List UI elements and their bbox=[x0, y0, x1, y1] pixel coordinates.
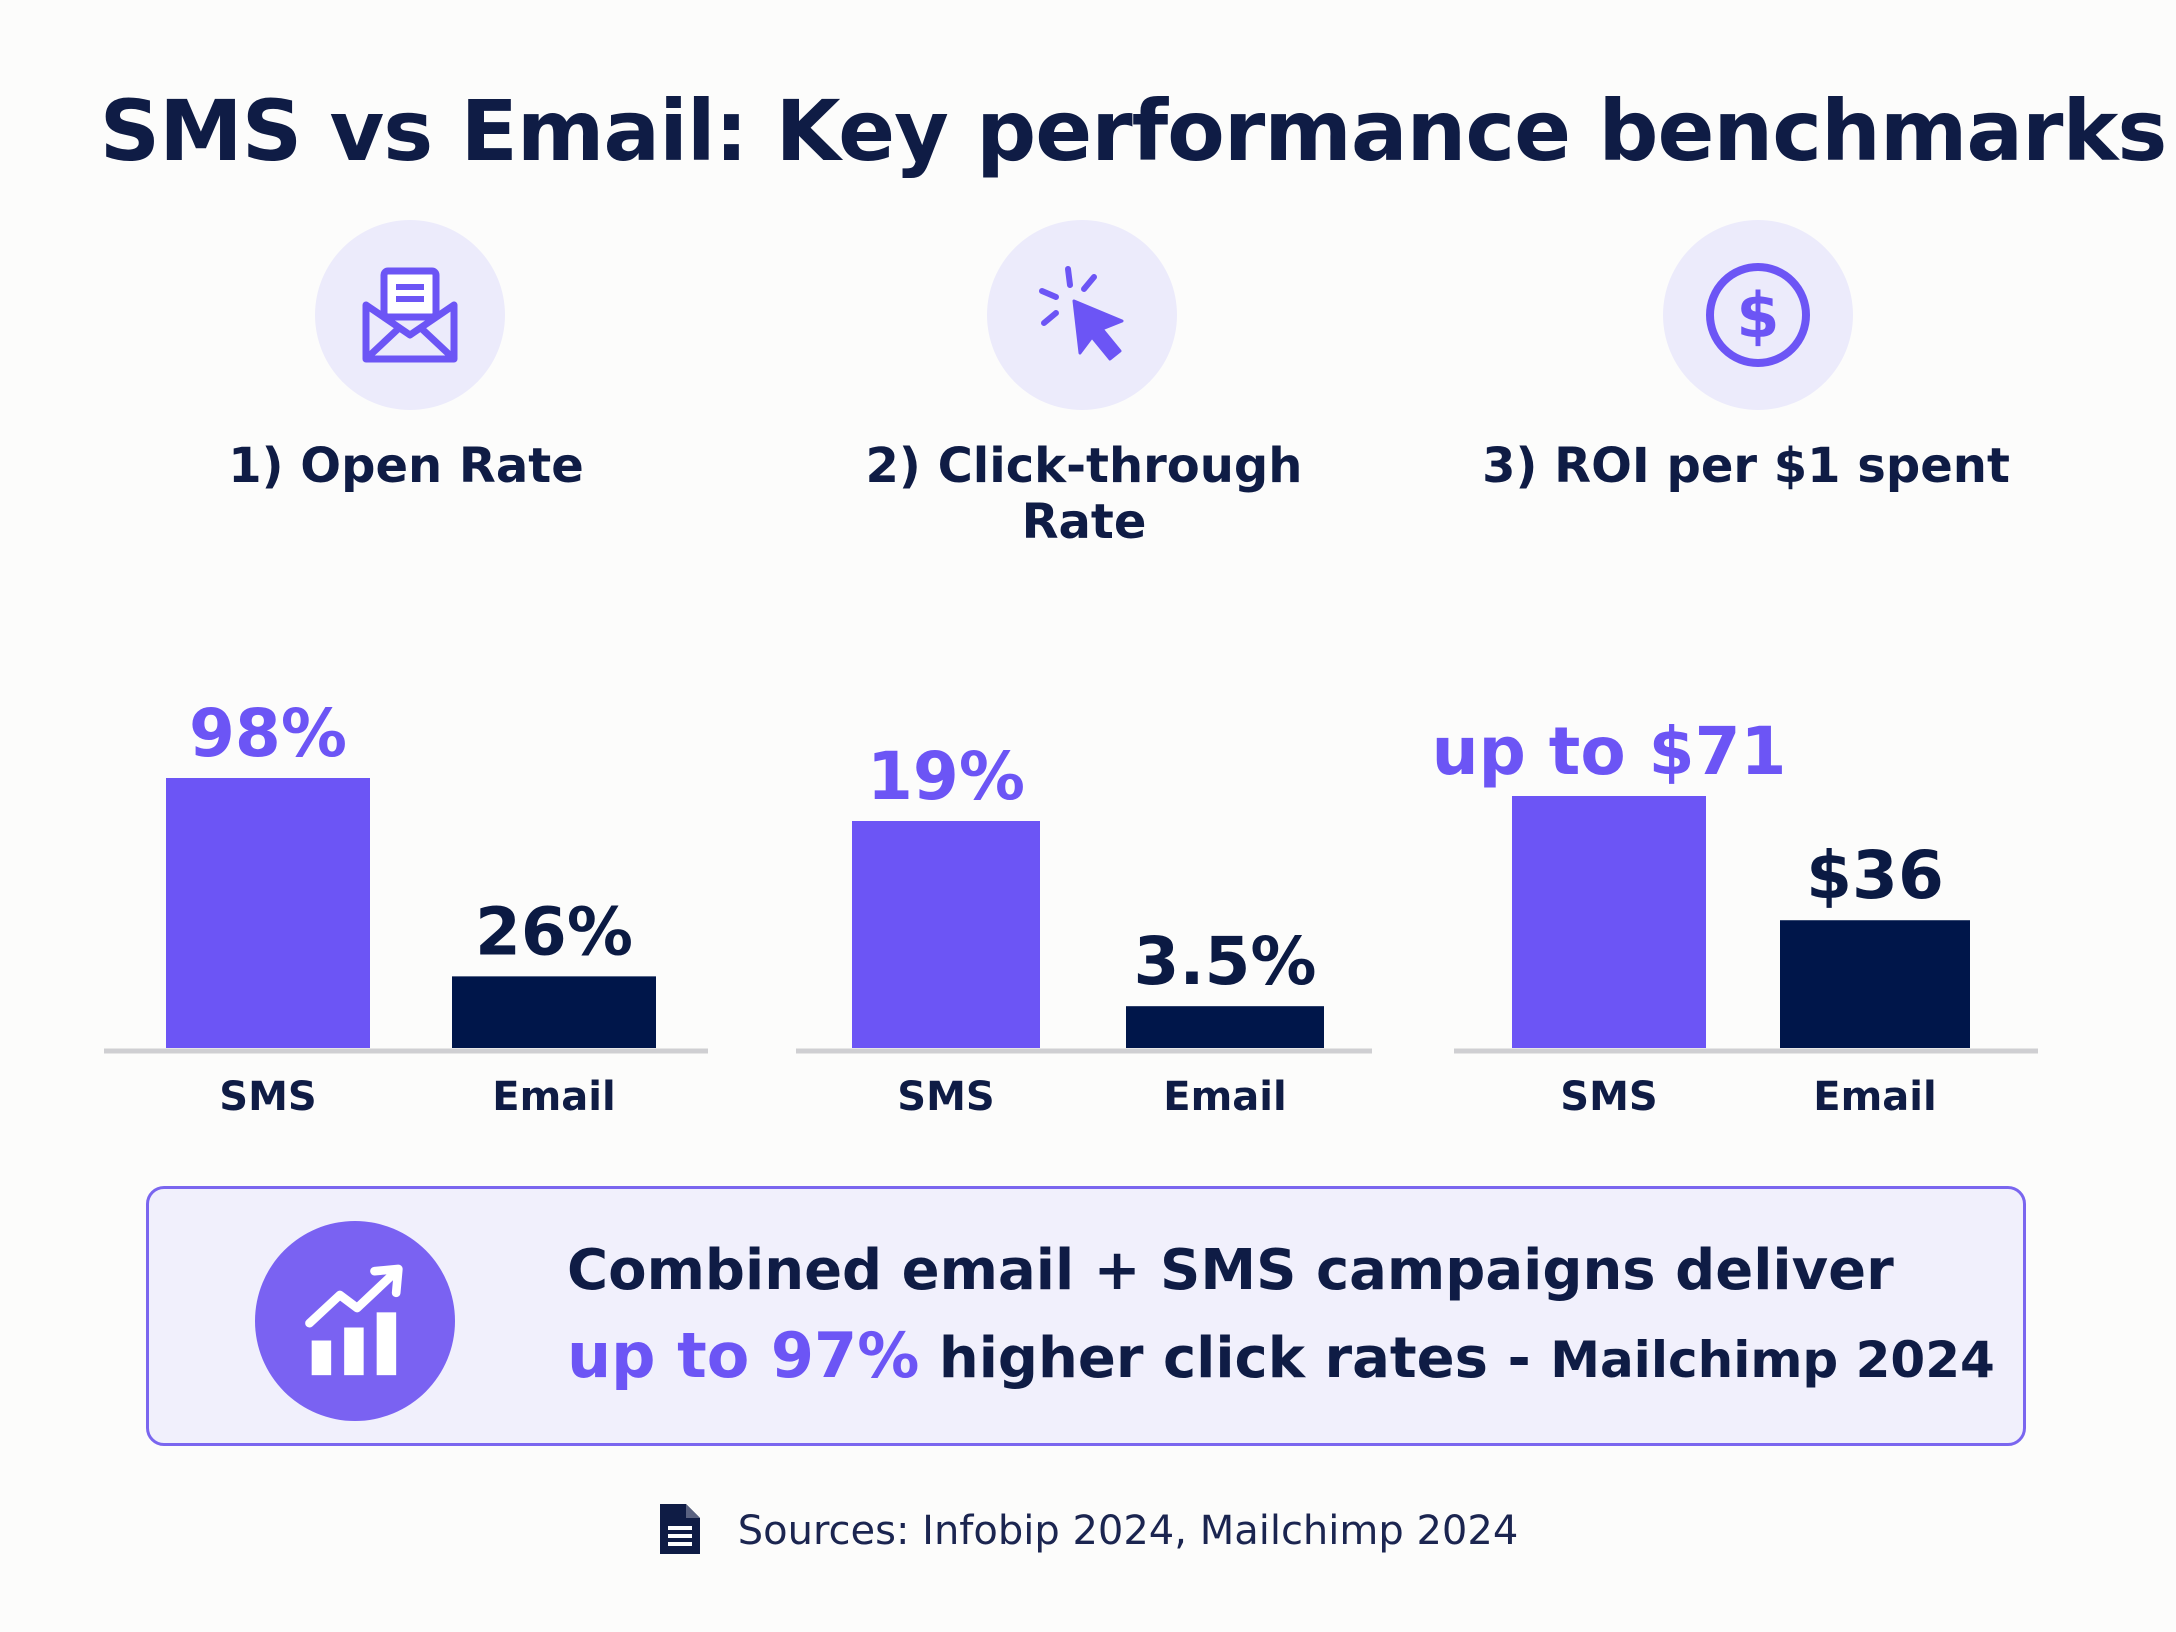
data-label-email: $36 bbox=[1806, 837, 1944, 914]
document-icon bbox=[659, 1504, 700, 1554]
panel-click-through-rate: 2) Click-through Rate 19% SMS 3.5% Email bbox=[796, 220, 1372, 1150]
category-label: Email bbox=[1163, 1074, 1286, 1120]
data-label-sms: 19% bbox=[867, 738, 1025, 815]
data-label-sms: up to $71 bbox=[1432, 713, 1787, 790]
callout-line2: up to 97% higher click rates - Mailchimp… bbox=[567, 1311, 1995, 1405]
icon-circle bbox=[315, 220, 505, 410]
dollar-icon: $ bbox=[1706, 263, 1810, 367]
callout-line1: Combined email + SMS campaigns deliver bbox=[567, 1238, 1894, 1303]
cursor-click-icon bbox=[1039, 266, 1124, 361]
data-label-email: 26% bbox=[475, 893, 633, 970]
category-label: SMS bbox=[219, 1074, 316, 1120]
bar-chart: 19% SMS 3.5% Email bbox=[796, 500, 1372, 1150]
bar-sms bbox=[1512, 796, 1706, 1048]
bar-email bbox=[452, 976, 656, 1048]
bar-chart: 98% SMS 26% Email bbox=[104, 500, 708, 1150]
callout-source: Mailchimp 2024 bbox=[1550, 1331, 1995, 1389]
category-label: Email bbox=[492, 1074, 615, 1120]
bar-email bbox=[1780, 920, 1970, 1048]
callout-text: Combined email + SMS campaigns deliver u… bbox=[567, 1231, 1995, 1405]
bar-email bbox=[1126, 1006, 1324, 1048]
chart-svg: 19% SMS 3.5% Email bbox=[796, 738, 1372, 1120]
sources-line: Sources: Infobip 2024, Mailchimp 2024 bbox=[0, 1502, 2176, 1556]
envelope-icon bbox=[362, 267, 458, 363]
panel-open-rate: 1) Open Rate 98% SMS 26% Email bbox=[104, 220, 708, 1150]
callout-box: Combined email + SMS campaigns deliver u… bbox=[146, 1186, 2026, 1446]
page-title: SMS vs Email: Key performance benchmarks bbox=[99, 82, 2168, 180]
callout-icon-circle bbox=[255, 1221, 455, 1421]
panel-title: 1) Open Rate bbox=[228, 438, 584, 494]
panel-roi: $ 3) ROI per $1 spent up to $71 SMS $36 Ema… bbox=[1432, 220, 2038, 1150]
svg-text:$: $ bbox=[1736, 279, 1779, 352]
icon-circle bbox=[987, 220, 1177, 410]
chart-svg: 98% SMS 26% Email bbox=[104, 695, 708, 1120]
growth-chart-icon bbox=[305, 1264, 403, 1376]
category-label: Email bbox=[1813, 1074, 1936, 1120]
bar-sms bbox=[166, 778, 370, 1048]
data-label-email: 3.5% bbox=[1133, 923, 1316, 1000]
callout-highlight: up to 97% bbox=[567, 1319, 920, 1392]
category-label: SMS bbox=[897, 1074, 994, 1120]
category-label: SMS bbox=[1560, 1074, 1657, 1120]
sources-text: Sources: Infobip 2024, Mailchimp 2024 bbox=[737, 1508, 1519, 1554]
bar-chart: up to $71 SMS $36 Email bbox=[1432, 500, 2038, 1150]
panel-title: 2) Click-through Rate bbox=[865, 438, 1303, 550]
icon-circle: $ bbox=[1663, 220, 1853, 410]
data-label-sms: 98% bbox=[189, 695, 347, 772]
callout-rest: higher click rates - bbox=[938, 1326, 1531, 1391]
chart-svg: up to $71 SMS $36 Email bbox=[1432, 713, 2038, 1120]
bar-sms bbox=[852, 821, 1040, 1048]
panel-title: 3) ROI per $1 spent bbox=[1482, 438, 2010, 494]
